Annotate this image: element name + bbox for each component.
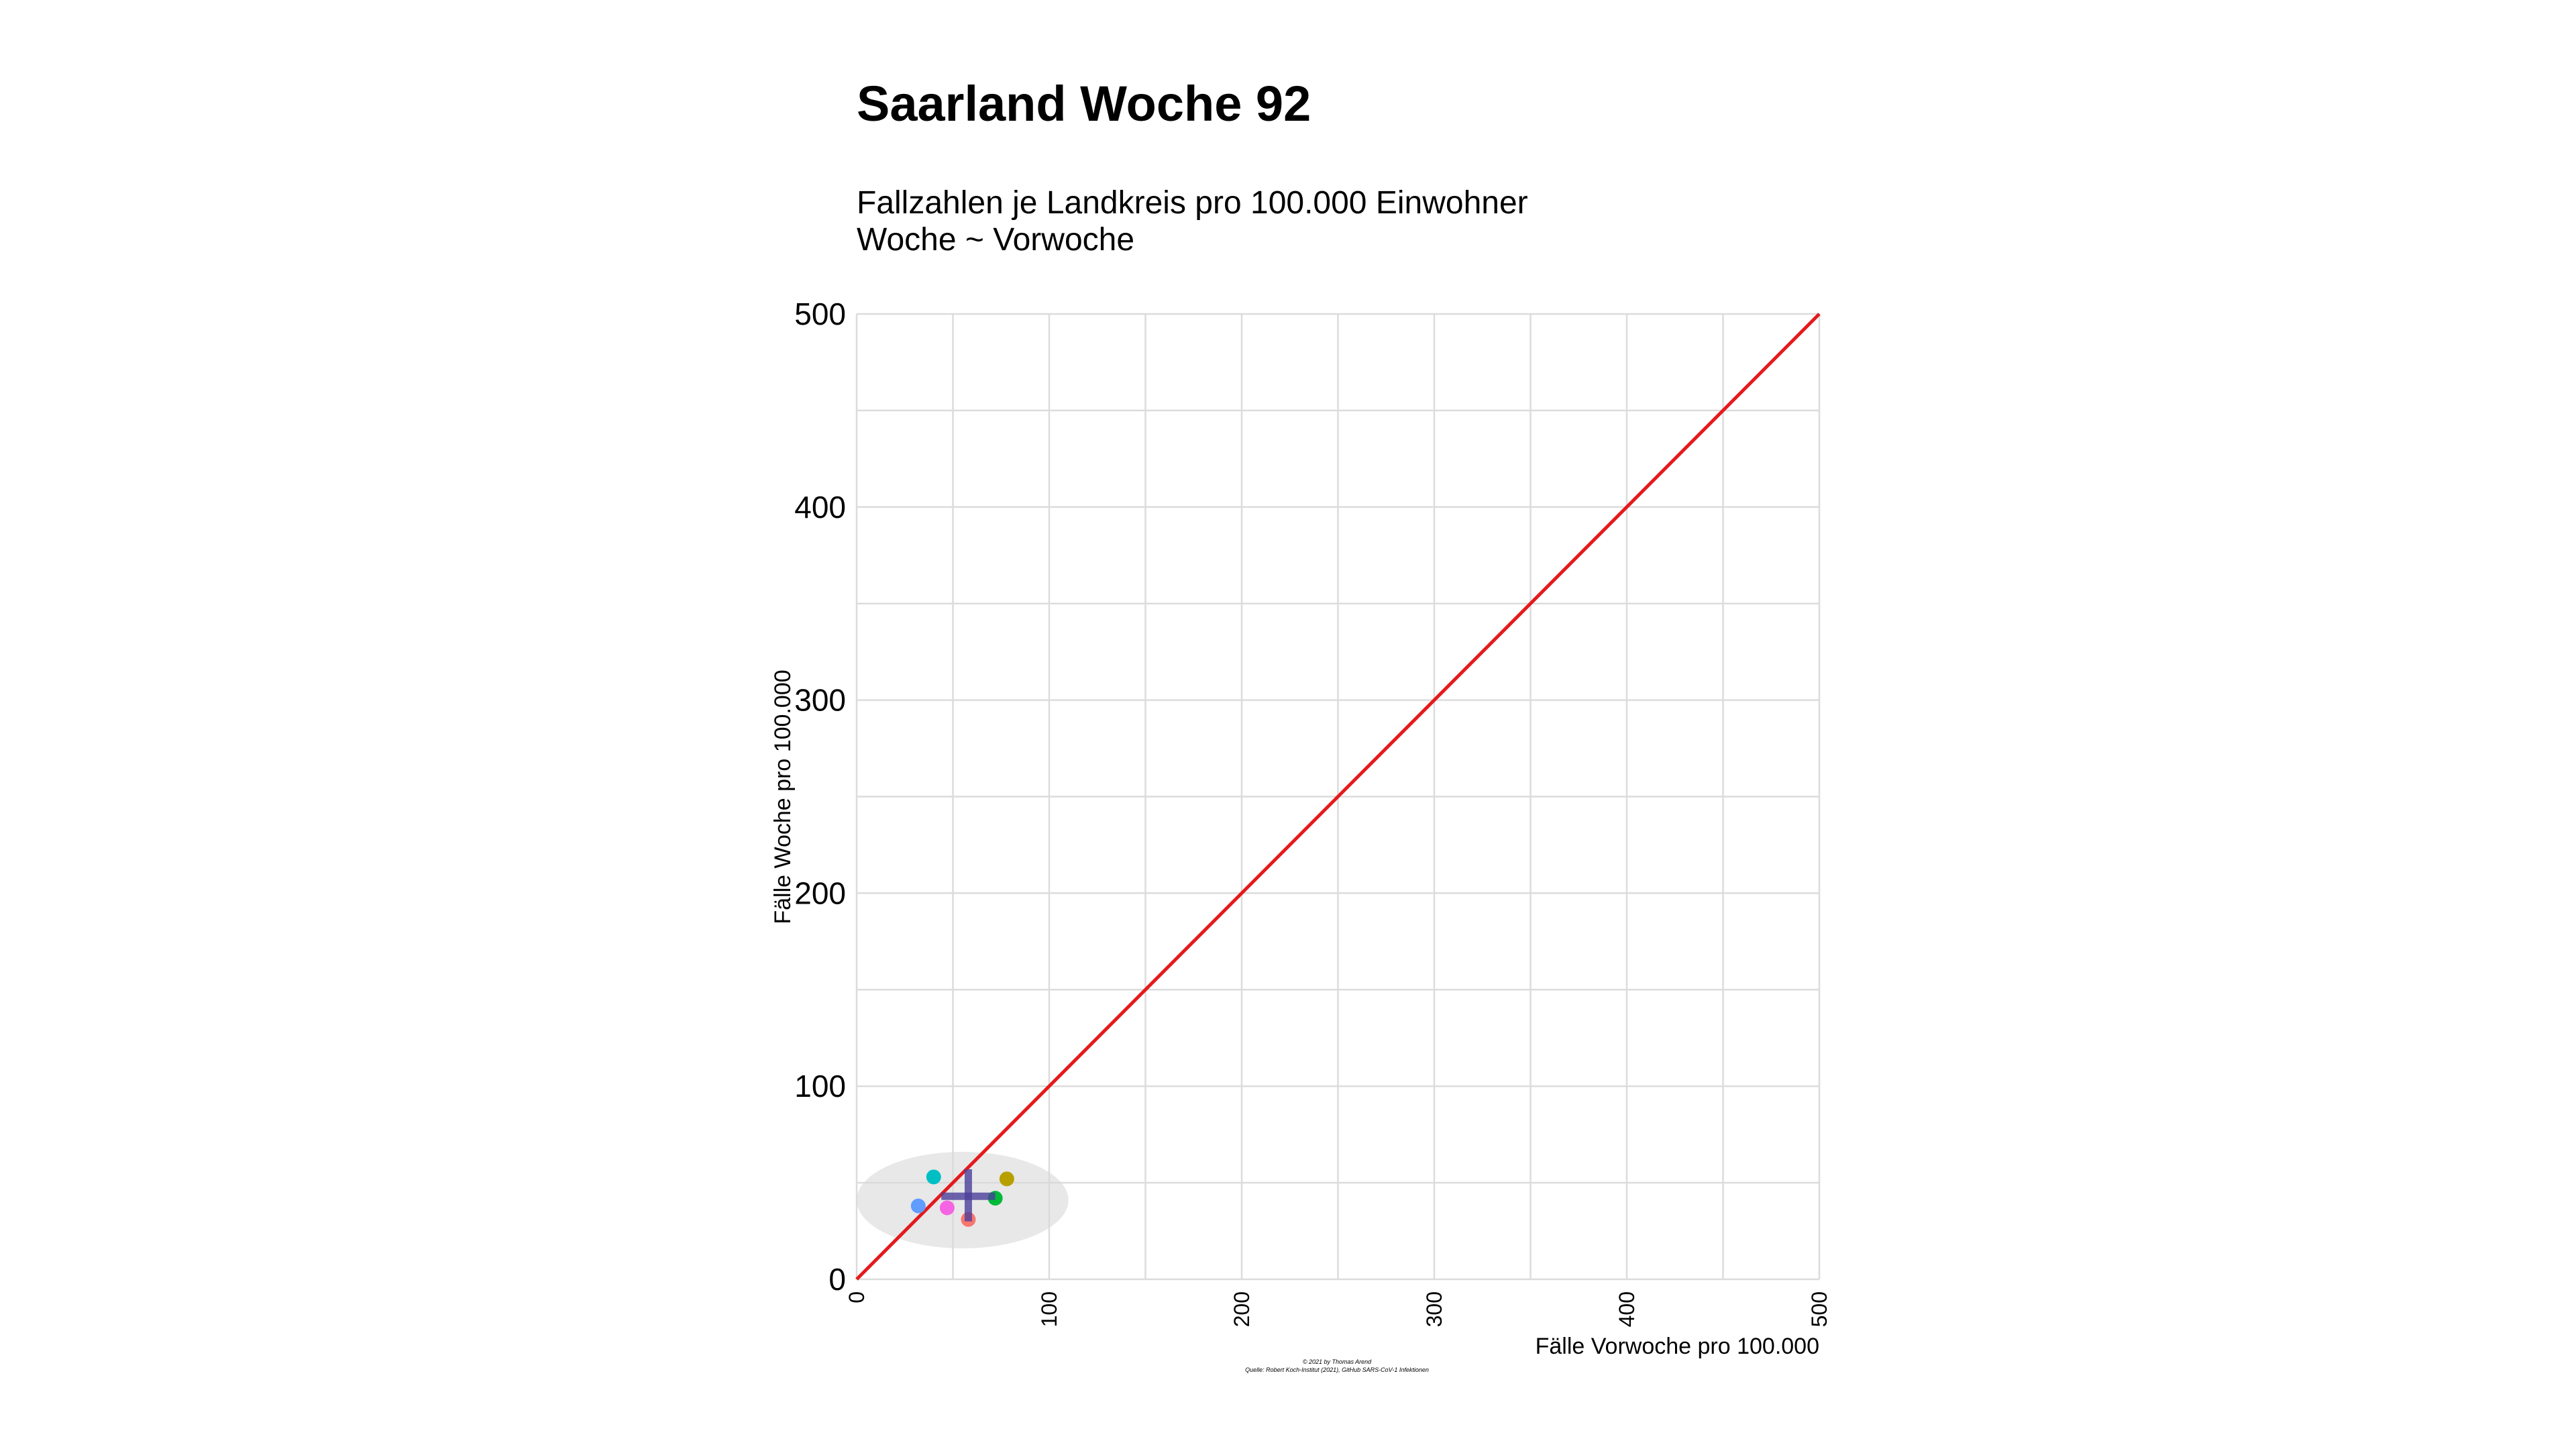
x-tick-label: 100	[1037, 1291, 1061, 1327]
y-tick-label: 200	[794, 875, 846, 910]
y-tick-label: 100	[794, 1069, 846, 1104]
mean-cross-layer	[941, 1169, 996, 1222]
y-tick-label: 300	[794, 683, 846, 718]
reference-line-layer	[855, 313, 1821, 1281]
chart-subtitle-line-2: Woche ~ Vorwoche	[857, 222, 1134, 258]
y-tick-label: 400	[794, 490, 846, 525]
chart-subtitle-line-1: Fallzahlen je Landkreis pro 100.000 Einw…	[857, 185, 1528, 221]
grid	[855, 313, 1821, 1281]
data-point-3	[939, 1200, 955, 1216]
chart-title: Saarland Woche 92	[857, 76, 1311, 131]
data-point-2	[926, 1169, 941, 1185]
confidence-ellipse-layer	[857, 1152, 1069, 1248]
data-point-6	[999, 1171, 1014, 1187]
confidence-ellipse	[857, 1152, 1069, 1248]
x-tick-label: 500	[1807, 1291, 1831, 1327]
reference-line	[855, 313, 1821, 1281]
x-tick-label: 0	[845, 1291, 869, 1303]
y-tick-label: 500	[794, 297, 846, 331]
x-tick-label: 400	[1615, 1291, 1639, 1327]
caption-line-2: Quelle: Robert Koch-Institut (2021), Git…	[1245, 1366, 1429, 1373]
y-tick-label: 0	[828, 1262, 846, 1297]
x-tick-label: 200	[1230, 1291, 1254, 1327]
x-tick-label: 300	[1422, 1291, 1446, 1327]
y-axis-label: Fälle Woche pro 100.000	[770, 669, 796, 924]
x-axis-label: Fälle Vorwoche pro 100.000	[1536, 1334, 1819, 1359]
data-point-1	[910, 1198, 926, 1214]
caption-line-1: © 2021 by Thomas Arend	[1303, 1358, 1372, 1365]
y-tick-labels: 0 100 200 300 400 500	[794, 297, 846, 1297]
x-tick-labels: 0 100 200 300 400 500	[845, 1291, 1831, 1327]
